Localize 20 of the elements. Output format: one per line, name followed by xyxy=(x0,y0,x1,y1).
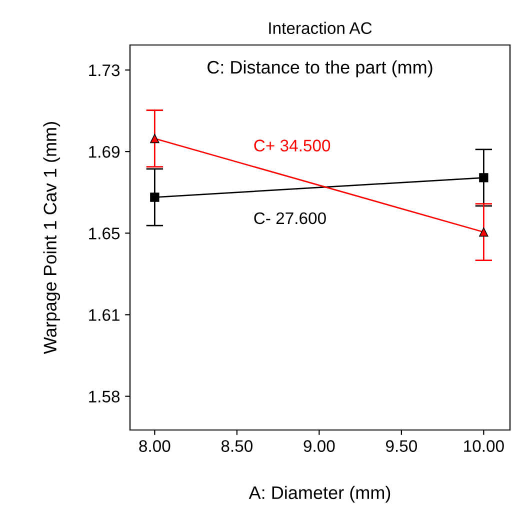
x-tick-label: 8.00 xyxy=(139,440,170,452)
y-tick-label: 1.61 xyxy=(89,309,120,321)
series-label: C- 27.600 xyxy=(254,212,326,224)
series-label: C+ 34.500 xyxy=(254,140,330,152)
x-axis-title: A: Diameter (mm) xyxy=(248,486,390,503)
point xyxy=(150,134,160,144)
x-tick-label: 9.50 xyxy=(386,440,417,452)
y-tick-label: 1.65 xyxy=(89,228,120,240)
chart-title: Interaction AC xyxy=(269,22,372,34)
x-tick-label: 9.00 xyxy=(304,440,335,452)
y-tick-label: 1.58 xyxy=(89,390,120,402)
legend-title: C: Distance to the part (mm) xyxy=(208,60,432,78)
point xyxy=(150,192,160,202)
point xyxy=(479,173,488,182)
x-tick-label: 10.00 xyxy=(464,440,504,452)
y-tick-label: 1.73 xyxy=(89,64,120,76)
y-tick-label: 1.69 xyxy=(89,146,120,158)
point xyxy=(479,227,488,237)
x-tick-label: 8.50 xyxy=(221,440,252,452)
y-axis-title: Warpage Point 1 Cav 1 (mm) xyxy=(43,122,60,354)
